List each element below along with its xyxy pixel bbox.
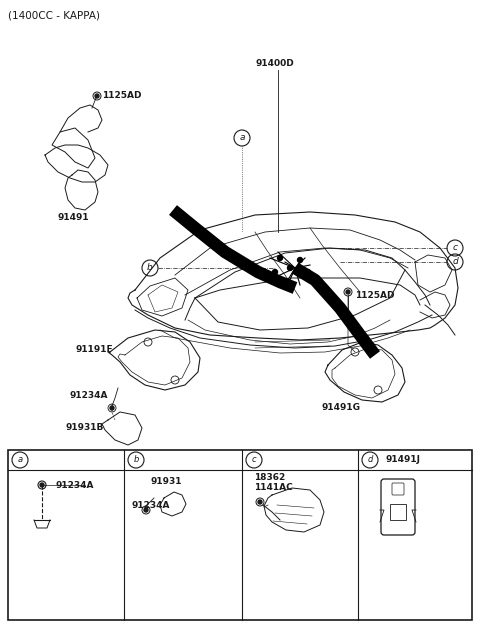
Text: 1125AD: 1125AD <box>102 92 142 100</box>
Circle shape <box>288 265 292 270</box>
Text: d: d <box>452 258 458 266</box>
Text: a: a <box>17 455 23 465</box>
Bar <box>390 504 406 520</box>
Text: d: d <box>367 455 372 465</box>
Text: 91491J: 91491J <box>386 455 421 465</box>
Circle shape <box>144 508 148 512</box>
Text: 91234A: 91234A <box>70 391 108 400</box>
Circle shape <box>110 406 114 410</box>
Circle shape <box>305 270 311 275</box>
Text: (1400CC - KAPPA): (1400CC - KAPPA) <box>8 10 100 20</box>
Text: c: c <box>252 455 256 465</box>
Circle shape <box>258 500 262 504</box>
Text: b: b <box>147 263 153 273</box>
Bar <box>8 450 472 620</box>
Text: 91491: 91491 <box>58 214 90 223</box>
Circle shape <box>273 270 277 275</box>
Text: 91400D: 91400D <box>255 58 294 68</box>
Circle shape <box>277 255 283 260</box>
Text: 1141AC: 1141AC <box>254 483 293 492</box>
Text: 91931: 91931 <box>150 478 182 487</box>
Circle shape <box>346 290 350 294</box>
Circle shape <box>95 94 99 98</box>
Text: c: c <box>453 243 457 253</box>
Text: 91234A: 91234A <box>55 480 94 490</box>
Circle shape <box>298 258 302 263</box>
Text: 1125AD: 1125AD <box>355 291 395 300</box>
Text: a: a <box>239 134 245 142</box>
Circle shape <box>40 483 44 487</box>
Text: 91234A: 91234A <box>132 500 170 510</box>
Text: 91931B: 91931B <box>65 423 103 432</box>
Text: 91191F: 91191F <box>75 345 113 354</box>
Text: b: b <box>133 455 139 465</box>
Text: 91491G: 91491G <box>322 403 361 412</box>
Text: 18362: 18362 <box>254 473 285 483</box>
